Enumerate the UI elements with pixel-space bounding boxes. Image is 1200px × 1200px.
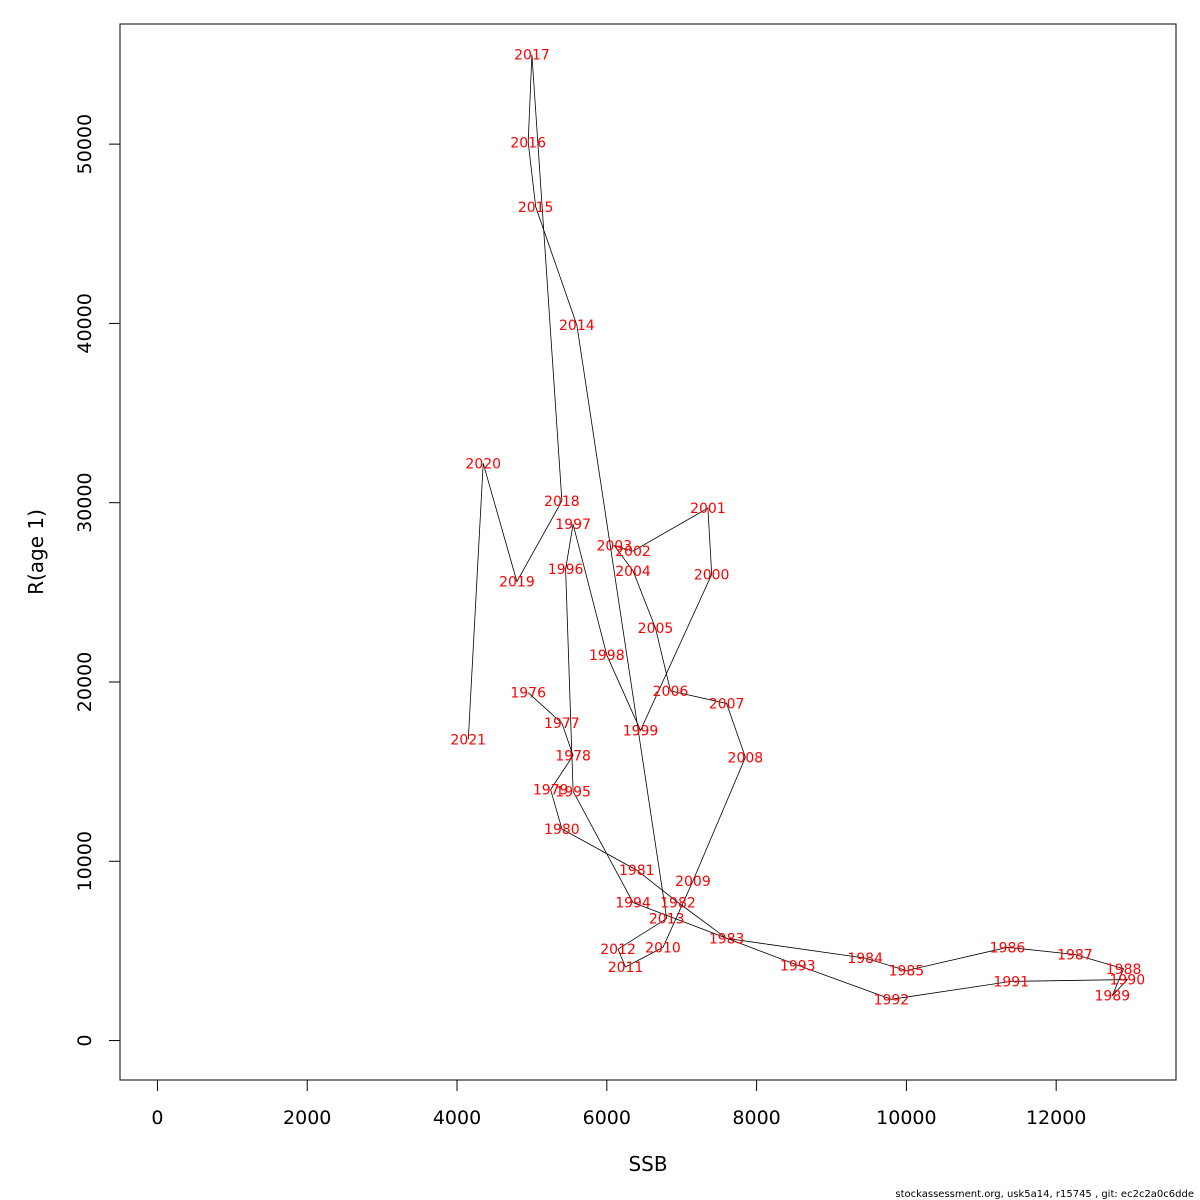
year-label-2002: 2002 (615, 544, 651, 560)
y-tick-label: 0 (74, 1035, 96, 1047)
year-label-1979: 1979 (533, 783, 569, 799)
year-label-1998: 1998 (589, 648, 625, 664)
year-label-1995: 1995 (555, 784, 591, 800)
year-label-1986: 1986 (990, 940, 1026, 956)
year-label-2001: 2001 (690, 501, 726, 517)
year-label-1994: 1994 (615, 896, 651, 912)
year-label-1985: 1985 (889, 964, 925, 980)
year-label-2017: 2017 (514, 47, 550, 63)
x-tick-label: 2000 (283, 1107, 331, 1129)
year-label-1982: 1982 (660, 896, 696, 912)
x-tick-label: 6000 (583, 1107, 631, 1129)
x-tick-label: 8000 (732, 1107, 780, 1129)
year-label-1993: 1993 (780, 958, 816, 974)
x-axis: 0 2000 4000 6000 8000 10000 12000 (151, 1079, 1086, 1129)
year-label-2012: 2012 (600, 942, 636, 958)
year-label-1988: 1988 (1106, 962, 1142, 978)
year-label-2019: 2019 (499, 575, 535, 591)
footer-credit: stockassessment.org, usk5a14, r15745 , g… (895, 1189, 1194, 1200)
year-label-2009: 2009 (675, 874, 711, 890)
year-label-2015: 2015 (518, 200, 554, 216)
year-label-2014: 2014 (559, 318, 595, 334)
year-label-2021: 2021 (450, 732, 486, 748)
year-label-2016: 2016 (510, 135, 546, 151)
y-axis: 0 10000 20000 30000 40000 50000 (74, 114, 121, 1047)
year-label-2005: 2005 (638, 621, 674, 637)
year-label-2008: 2008 (728, 750, 764, 766)
year-label-1977: 1977 (544, 716, 580, 732)
year-label-2006: 2006 (653, 684, 689, 700)
year-label-2007: 2007 (709, 696, 745, 712)
year-label-1981: 1981 (619, 863, 655, 879)
y-tick-label: 50000 (74, 114, 96, 174)
year-label-2003: 2003 (596, 539, 632, 555)
year-label-1980: 1980 (544, 822, 580, 838)
x-tick-label: 12000 (1026, 1107, 1086, 1129)
year-label-1990: 1990 (1109, 973, 1145, 989)
recruitment-trajectory-line (467, 54, 1129, 1000)
year-label-1997: 1997 (555, 517, 591, 533)
year-label-2004: 2004 (615, 564, 651, 580)
year-label-2000: 2000 (694, 567, 730, 583)
year-label-1992: 1992 (874, 992, 910, 1008)
year-label-2013: 2013 (649, 912, 685, 928)
year-label-2020: 2020 (465, 456, 501, 472)
year-label-1991: 1991 (993, 974, 1029, 990)
year-label-2018: 2018 (544, 494, 580, 510)
trajectory-polyline (467, 54, 1129, 1000)
y-tick-label: 30000 (74, 472, 96, 532)
year-label-1978: 1978 (555, 748, 591, 764)
year-label-2011: 2011 (608, 960, 644, 976)
y-axis-title: R(age 1) (24, 509, 48, 595)
year-labels: 1976 1977 1978 1979 1980 1981 1982 1983 1984 1985… (450, 47, 1145, 1008)
x-tick-label: 0 (151, 1107, 163, 1129)
y-tick-label: 40000 (74, 293, 96, 353)
year-label-1999: 1999 (623, 723, 659, 739)
year-label-2010: 2010 (645, 940, 681, 956)
x-axis-title: SSB (628, 1152, 667, 1176)
year-label-1989: 1989 (1095, 989, 1131, 1005)
year-label-1984: 1984 (847, 951, 883, 967)
y-tick-label: 10000 (74, 831, 96, 891)
year-label-1976: 1976 (510, 686, 546, 702)
x-tick-label: 4000 (433, 1107, 481, 1129)
year-label-1983: 1983 (709, 931, 745, 947)
y-tick-label: 20000 (74, 652, 96, 712)
year-label-1987: 1987 (1057, 947, 1093, 963)
x-tick-label: 10000 (876, 1107, 936, 1129)
year-label-1996: 1996 (548, 562, 584, 578)
